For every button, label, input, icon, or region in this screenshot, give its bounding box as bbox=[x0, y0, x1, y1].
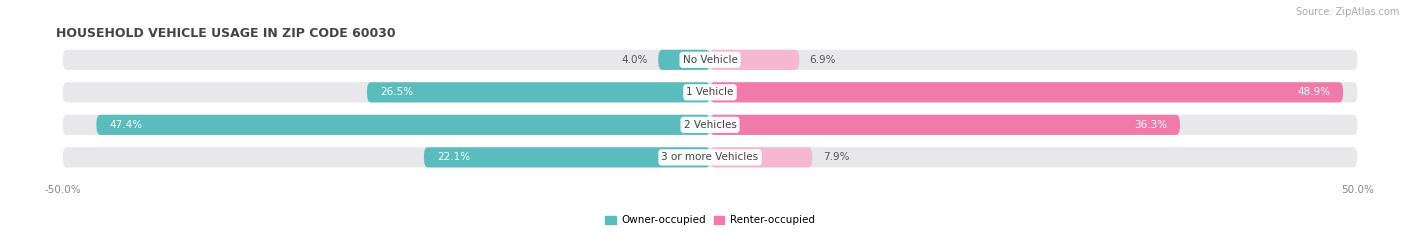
FancyBboxPatch shape bbox=[710, 115, 1180, 135]
Text: 26.5%: 26.5% bbox=[380, 87, 413, 97]
FancyBboxPatch shape bbox=[367, 82, 710, 103]
Text: 36.3%: 36.3% bbox=[1133, 120, 1167, 130]
Text: Source: ZipAtlas.com: Source: ZipAtlas.com bbox=[1295, 7, 1399, 17]
Text: 7.9%: 7.9% bbox=[823, 152, 849, 162]
FancyBboxPatch shape bbox=[63, 82, 1357, 103]
Text: 6.9%: 6.9% bbox=[810, 55, 837, 65]
FancyBboxPatch shape bbox=[63, 147, 1357, 168]
FancyBboxPatch shape bbox=[425, 147, 710, 168]
FancyBboxPatch shape bbox=[97, 115, 710, 135]
Text: 1 Vehicle: 1 Vehicle bbox=[686, 87, 734, 97]
FancyBboxPatch shape bbox=[710, 50, 800, 70]
FancyBboxPatch shape bbox=[63, 50, 1357, 70]
Text: 48.9%: 48.9% bbox=[1296, 87, 1330, 97]
FancyBboxPatch shape bbox=[63, 115, 1357, 135]
Text: HOUSEHOLD VEHICLE USAGE IN ZIP CODE 60030: HOUSEHOLD VEHICLE USAGE IN ZIP CODE 6003… bbox=[56, 27, 396, 40]
Legend: Owner-occupied, Renter-occupied: Owner-occupied, Renter-occupied bbox=[602, 211, 818, 230]
Text: 2 Vehicles: 2 Vehicles bbox=[683, 120, 737, 130]
Text: 47.4%: 47.4% bbox=[110, 120, 142, 130]
FancyBboxPatch shape bbox=[710, 82, 1343, 103]
FancyBboxPatch shape bbox=[658, 50, 710, 70]
FancyBboxPatch shape bbox=[710, 147, 813, 168]
Text: No Vehicle: No Vehicle bbox=[682, 55, 738, 65]
Text: 22.1%: 22.1% bbox=[437, 152, 470, 162]
Text: 3 or more Vehicles: 3 or more Vehicles bbox=[661, 152, 759, 162]
Text: 4.0%: 4.0% bbox=[621, 55, 648, 65]
